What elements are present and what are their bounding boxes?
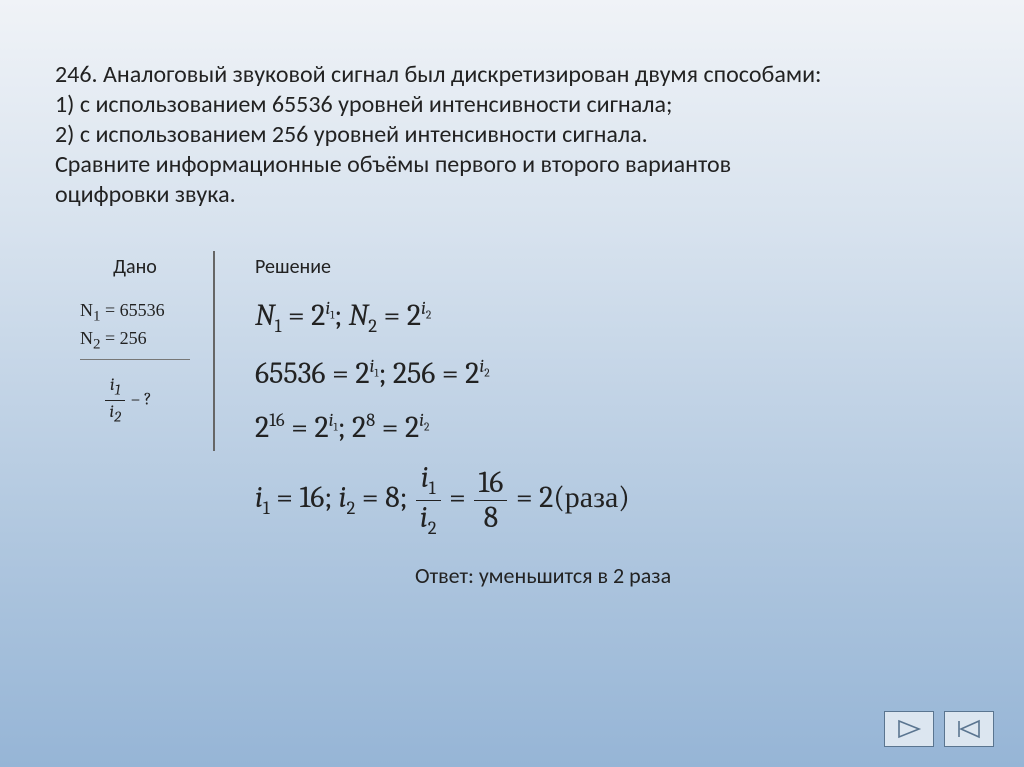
eq4-num16: 16 (474, 468, 507, 501)
prev-button[interactable] (944, 711, 994, 747)
eq2-sep: ; (379, 356, 393, 391)
unk-sub-1: 1 (115, 381, 121, 399)
eq3-8: 8 (366, 409, 375, 431)
eq4-s1: 1 (263, 497, 270, 519)
answer-text: Ответ: уменьшится в 2 раза (415, 562, 969, 589)
problem-line-2: 1) с использованием 65536 уровней интенс… (55, 90, 969, 120)
equation-1: N1 = 2i1; N2 = 2i2 (255, 297, 969, 337)
problem-statement: 246. Аналоговый звуковой сигнал был диск… (55, 60, 969, 210)
equation-3: 216 = 2i1; 28 = 2i2 (255, 409, 969, 445)
problem-line-4: Сравните информационные объёмы первого и… (55, 150, 969, 180)
eq3-mid2: = 2 (375, 410, 419, 445)
eq2-a: 65536 = 2 (255, 356, 370, 391)
n1-label: N (80, 300, 93, 320)
eq1-eq: = 2 (281, 298, 325, 333)
given-divider (80, 359, 190, 360)
eq1-sep: ; (334, 298, 348, 333)
problem-line-3: 2) с использованием 256 уровней интенсив… (55, 120, 969, 150)
eq1-isub2: 2 (426, 309, 431, 322)
eq4-num-s: 1 (429, 477, 436, 499)
slide-content: 246. Аналоговый звуковой сигнал был диск… (55, 60, 969, 737)
eq1-eq2: = 2 (377, 298, 421, 333)
eq3-b: 2 (352, 410, 366, 445)
eq3-16: 16 (269, 409, 284, 431)
equation-4: i1 = 16; i2 = 8; i1 i2 = 16 8 = 2(раза) (255, 463, 969, 537)
given-title: Дано (55, 255, 215, 279)
triangle-left-bar-icon (955, 719, 983, 739)
triangle-right-icon (895, 719, 923, 739)
solution-title: Решение (255, 255, 969, 279)
n1-value: = 65536 (101, 300, 165, 320)
given-column: Дано N1 = 65536 N2 = 256 i1 i2 – ? (55, 245, 215, 589)
eq3-sep: ; (338, 410, 352, 445)
problem-line-1: 246. Аналоговый звуковой сигнал был диск… (55, 60, 969, 90)
n2-label: N (80, 328, 93, 348)
vertical-divider (213, 251, 215, 451)
eq4-i1: i (255, 480, 263, 515)
nav-controls (884, 711, 994, 747)
work-area: Дано N1 = 65536 N2 = 256 i1 i2 – ? Решен… (55, 245, 969, 589)
eq4-s2: 2 (347, 497, 356, 519)
eq1-n2: N (349, 298, 369, 333)
unk-sub-2: 2 (114, 407, 121, 425)
eq4-den-s: 2 (428, 517, 437, 539)
solution-column: Решение N1 = 2i1; N2 = 2i2 65536 = 2i1; … (215, 245, 969, 589)
given-unknown: i1 i2 – ? (55, 366, 215, 424)
n2-sub: 2 (93, 337, 101, 353)
given-values: N1 = 65536 N2 = 256 (55, 299, 215, 355)
eq4-result: = 2(раза) (509, 480, 629, 515)
eq3-a: 2 (255, 410, 269, 445)
eq4-num-i: i (421, 460, 429, 495)
next-button[interactable] (884, 711, 934, 747)
eq4-v2: = 8; (355, 480, 414, 515)
eq3-isub2: 2 (424, 421, 429, 434)
eq2-isub2: 2 (484, 367, 489, 380)
n2-value: = 256 (101, 328, 147, 348)
equation-2: 65536 = 2i1; 256 = 2i2 (255, 355, 969, 391)
eq1-sub2: 2 (368, 315, 377, 337)
eq4-den-i: i (420, 500, 428, 535)
eq4-mid1: = (443, 480, 473, 515)
n1-sub: 1 (93, 309, 101, 325)
eq3-mid: = 2 (285, 410, 329, 445)
eq2-b: 256 = 2 (393, 356, 480, 391)
unknown-qmark: – ? (131, 388, 152, 409)
eq4-v1: = 16; (270, 480, 339, 515)
eq1-n1: N (255, 298, 275, 333)
problem-line-5: оцифровки звука. (55, 180, 969, 210)
eq4-i2: i (339, 480, 347, 515)
eq4-den8: 8 (474, 501, 507, 533)
